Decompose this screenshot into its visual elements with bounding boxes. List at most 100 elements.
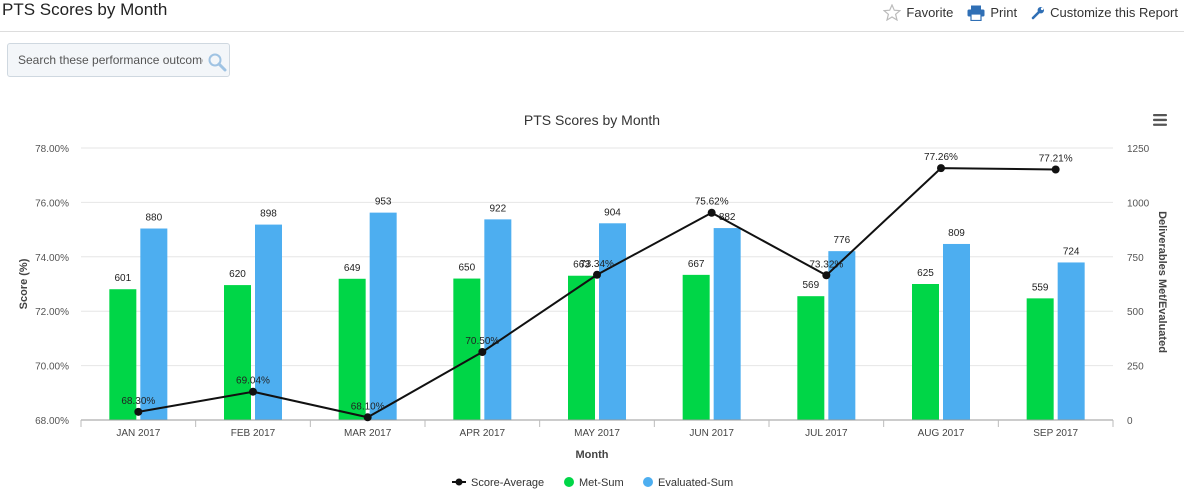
evaluated-sum-bar <box>599 223 626 420</box>
bar-data-labels: 601 620 649 650 663 667 569 625 559 880 898 953 922 9… <box>114 197 1079 294</box>
met-sum-data-label: 625 <box>917 268 934 279</box>
met-sum-bar <box>682 274 710 420</box>
legend-item-met-sum[interactable]: Met-Sum <box>564 477 624 489</box>
x-axis-tick-label: FEB 2017 <box>231 428 276 439</box>
evaluated-sum-data-label: 776 <box>833 235 850 246</box>
met-sum-data-label: 663 <box>573 260 590 271</box>
met-sum-data-label: 559 <box>1032 282 1049 293</box>
met-sum-data-label: 649 <box>344 263 361 274</box>
y-axis-tick-label: 76.00% <box>35 198 69 209</box>
evaluated-sum-data-label: 898 <box>260 209 277 220</box>
y2-axis-tick-label: 1250 <box>1127 144 1150 155</box>
y-axis-tick-label: 78.00% <box>35 144 69 155</box>
score-average-data-label: 68.30% <box>121 396 155 407</box>
y2-axis-tick-label: 1000 <box>1127 198 1150 209</box>
legend-symbol <box>564 477 574 487</box>
page-title: PTS Scores by Month <box>2 0 168 19</box>
x-axis-tick-label: MAY 2017 <box>574 428 620 439</box>
x-axis-tick-label: APR 2017 <box>460 428 506 439</box>
y-axis-title: Score (%) <box>18 258 30 309</box>
chart-title: PTS Scores by Month <box>524 112 660 128</box>
met-sum-bar <box>338 278 366 420</box>
met-sum-bar <box>224 285 251 420</box>
print-button[interactable]: Print <box>967 5 1017 21</box>
score-average-point <box>937 164 945 173</box>
evaluated-sum-bar <box>943 243 970 420</box>
evaluated-sum-bar <box>828 251 856 420</box>
score-average-series: 68.30% 69.04% 68.10% 70.50% 73.34% 75.62% 73.3… <box>121 152 1073 422</box>
score-average-data-label: 68.10% <box>351 401 385 412</box>
met-sum-bar <box>1026 298 1054 420</box>
evaluated-sum-bar <box>713 228 741 420</box>
star-icon <box>883 4 902 21</box>
legend-label: Evaluated-Sum <box>658 477 733 489</box>
legend-item-score-average[interactable]: Score-Average <box>452 477 544 489</box>
met-sum-data-label: 569 <box>802 280 819 291</box>
evaluated-sum-data-label: 953 <box>375 197 392 208</box>
evaluated-sum-data-label: 724 <box>1063 246 1080 257</box>
y2-axis-tick-label: 750 <box>1127 253 1144 264</box>
x-axis-title: Month <box>576 449 609 461</box>
legend-item-evaluated-sum[interactable]: Evaluated-Sum <box>643 477 733 489</box>
search-field[interactable] <box>7 43 230 77</box>
evaluated-sum-bar <box>484 219 512 420</box>
met-sum-bar <box>912 284 939 420</box>
evaluated-sum-bar <box>1057 262 1085 420</box>
score-average-point <box>822 271 831 280</box>
score-average-point <box>1051 165 1060 174</box>
header-divider <box>0 31 1184 32</box>
printer-icon <box>967 5 985 21</box>
favorite-button[interactable]: Favorite <box>883 4 953 21</box>
score-average-point <box>363 413 372 422</box>
met-sum-data-label: 650 <box>458 263 475 274</box>
evaluated-sum-data-label: 922 <box>489 203 506 214</box>
score-average-data-label: 70.50% <box>465 336 499 347</box>
y2-axis-tick-label: 500 <box>1127 307 1144 318</box>
score-average-point <box>707 208 716 217</box>
y-axis-tick-label: 68.00% <box>35 416 69 427</box>
score-average-data-label: 77.21% <box>1039 153 1073 164</box>
met-sum-data-label: 601 <box>114 273 131 284</box>
evaluated-sum-bar <box>369 212 397 420</box>
met-sum-bar <box>453 278 481 420</box>
score-average-point <box>134 407 143 416</box>
x-axis-tick-label: JAN 2017 <box>116 428 160 439</box>
score-average-point <box>593 270 601 279</box>
y-axis-tick-label: 74.00% <box>35 253 69 264</box>
x-axis-tick-label: AUG 2017 <box>918 428 965 439</box>
hamburger-menu-icon[interactable] <box>1152 113 1168 127</box>
evaluated-sum-data-label: 904 <box>604 207 621 218</box>
wrench-icon <box>1031 6 1045 19</box>
axes: 68.00% 70.00% 72.00% 74.00% 76.00% 78.00% 0 250… <box>18 144 1168 461</box>
legend-point-marker <box>455 478 463 486</box>
evaluated-sum-bar <box>255 224 282 420</box>
legend-label: Met-Sum <box>579 477 624 489</box>
x-axis-tick-label: SEP 2017 <box>1033 428 1078 439</box>
evaluated-sum-data-label: 880 <box>145 213 162 224</box>
met-sum-data-label: 667 <box>688 259 705 270</box>
legend[interactable]: Score-Average Met-Sum Evaluated-Sum <box>452 477 733 489</box>
evaluated-sum-data-label: 882 <box>719 212 736 223</box>
bar-series <box>109 212 1085 420</box>
evaluated-sum-bar <box>140 228 168 420</box>
legend-label: Score-Average <box>471 477 544 489</box>
y2-axis-tick-label: 0 <box>1127 416 1133 427</box>
report-actions: Favorite Print Customize this Report <box>883 4 1178 21</box>
y-axis-tick-label: 72.00% <box>35 307 69 318</box>
search-icon[interactable] <box>207 52 227 72</box>
x-axis-tick-label: JUN 2017 <box>689 428 734 439</box>
score-average-data-label: 73.32% <box>809 259 843 270</box>
score-average-point <box>478 348 487 356</box>
customize-report-button[interactable]: Customize this Report <box>1031 5 1178 20</box>
legend-symbol <box>643 477 653 487</box>
grid-lines <box>81 147 1113 367</box>
score-average-data-label: 73.34% <box>580 259 614 270</box>
x-axis-tick-label: MAR 2017 <box>344 428 392 439</box>
search-input[interactable] <box>8 44 203 76</box>
customize-label: Customize this Report <box>1050 5 1178 20</box>
favorite-label: Favorite <box>906 5 954 20</box>
met-sum-data-label: 620 <box>229 269 246 280</box>
score-average-data-label: 77.26% <box>924 152 958 163</box>
met-sum-bar <box>568 275 595 420</box>
